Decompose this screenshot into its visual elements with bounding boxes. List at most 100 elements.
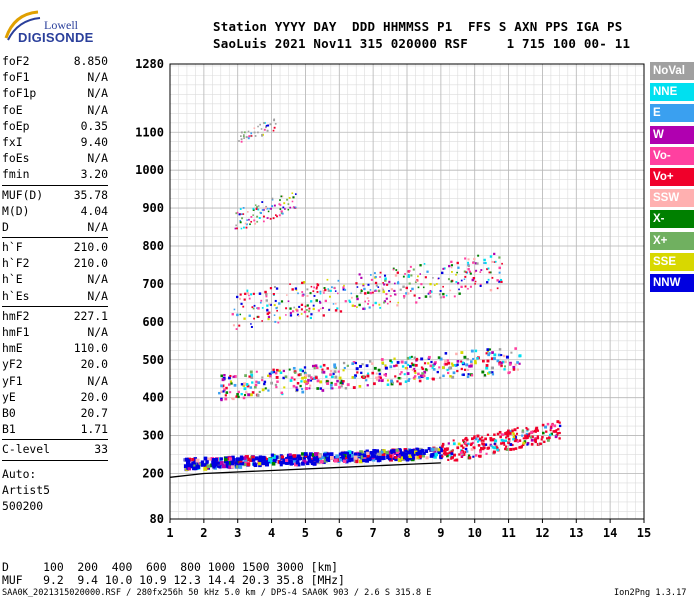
echo-point — [235, 395, 238, 398]
echo-point — [280, 300, 284, 303]
echo-point — [307, 455, 311, 460]
echo-point — [456, 271, 458, 274]
echo-point — [536, 429, 540, 432]
echo-point — [511, 429, 514, 433]
echo-point — [248, 375, 251, 378]
echo-point — [486, 268, 489, 271]
echo-point — [225, 386, 228, 390]
echo-point — [258, 390, 261, 393]
echo-point — [289, 314, 293, 317]
echo-point — [311, 453, 316, 457]
echo-point — [322, 290, 325, 293]
x-axis-ticks: 1 2 3 4 5 6 7 8 9 10 11 12 13 14 15 — [166, 519, 651, 540]
echo-point — [319, 365, 322, 368]
echo-point — [250, 376, 254, 379]
echo-point — [509, 361, 512, 365]
legend-item-vo-: Vo- — [650, 146, 694, 165]
echo-point — [262, 208, 265, 211]
echo-point — [230, 458, 235, 463]
echo-point — [338, 386, 341, 389]
echo-point — [548, 433, 552, 437]
echo-point — [278, 316, 281, 319]
echo-point — [523, 440, 527, 443]
echo-point — [379, 376, 382, 379]
echo-point — [358, 385, 362, 388]
echo-point — [334, 309, 338, 312]
echo-point — [315, 366, 319, 370]
echo-point — [378, 290, 381, 293]
echo-point — [526, 428, 529, 431]
echo-point — [211, 458, 216, 462]
echo-point — [271, 461, 276, 466]
echo-point — [360, 276, 363, 279]
echo-point — [414, 281, 417, 284]
echo-point — [438, 293, 442, 296]
echo-point — [236, 227, 238, 230]
echo-point — [298, 456, 303, 461]
echo-point — [240, 138, 243, 141]
echo-point — [270, 207, 272, 210]
echo-point — [493, 442, 496, 445]
echo-point — [221, 464, 226, 469]
echo-point — [396, 304, 399, 307]
echo-point — [408, 454, 412, 459]
echo-point — [486, 281, 489, 284]
echo-point — [289, 311, 292, 315]
echo-point — [271, 198, 274, 201]
echo-point — [360, 371, 363, 374]
param-name: fxI — [2, 134, 23, 149]
echo-point — [450, 264, 454, 267]
echo-point — [465, 363, 469, 367]
param-row: foE N/A — [2, 103, 108, 119]
param-name: h`Es — [2, 288, 30, 303]
echo-point — [257, 205, 260, 207]
echo-point — [504, 447, 507, 451]
echo-point — [450, 362, 454, 365]
echo-point — [301, 281, 304, 285]
echo-point — [558, 437, 561, 440]
echo-point — [329, 289, 332, 292]
x-tick-label: 4 — [268, 526, 275, 540]
echo-point — [409, 365, 412, 368]
echo-point — [518, 354, 522, 358]
param-row: fxI 9.40 — [2, 135, 108, 151]
echo-point — [462, 446, 465, 449]
echo-point — [366, 454, 371, 458]
echo-point — [264, 462, 269, 467]
echo-point — [453, 459, 456, 462]
echo-point — [393, 282, 396, 285]
echo-point — [411, 453, 415, 457]
echo-point — [500, 280, 503, 283]
echo-point — [471, 278, 475, 282]
echo-point — [472, 446, 476, 450]
echo-point — [393, 357, 396, 360]
echo-point — [338, 452, 342, 456]
echo-point — [473, 270, 476, 273]
echo-point — [301, 376, 304, 380]
echo-point — [373, 382, 376, 386]
echo-point — [310, 285, 313, 288]
echo-point — [336, 379, 339, 383]
echo-point — [507, 371, 511, 375]
echo-point — [375, 284, 378, 287]
echo-point — [343, 284, 345, 287]
echo-point — [415, 280, 418, 283]
echo-point — [297, 315, 300, 317]
echo-point — [301, 369, 305, 373]
echo-point — [345, 451, 350, 456]
x-tick-label: 8 — [403, 526, 410, 540]
echo-point — [390, 361, 394, 364]
echo-point — [341, 452, 346, 457]
echo-point — [489, 371, 493, 374]
echo-point — [300, 313, 303, 315]
echo-point — [267, 389, 270, 392]
echo-point — [496, 432, 500, 436]
echo-point — [441, 442, 445, 446]
echo-point — [362, 307, 365, 310]
echo-point — [242, 396, 246, 400]
echo-point — [521, 443, 525, 447]
param-name: foF1p — [2, 86, 37, 101]
echo-point — [349, 457, 354, 462]
echo-point — [238, 324, 241, 327]
param-value: N/A — [87, 86, 108, 101]
